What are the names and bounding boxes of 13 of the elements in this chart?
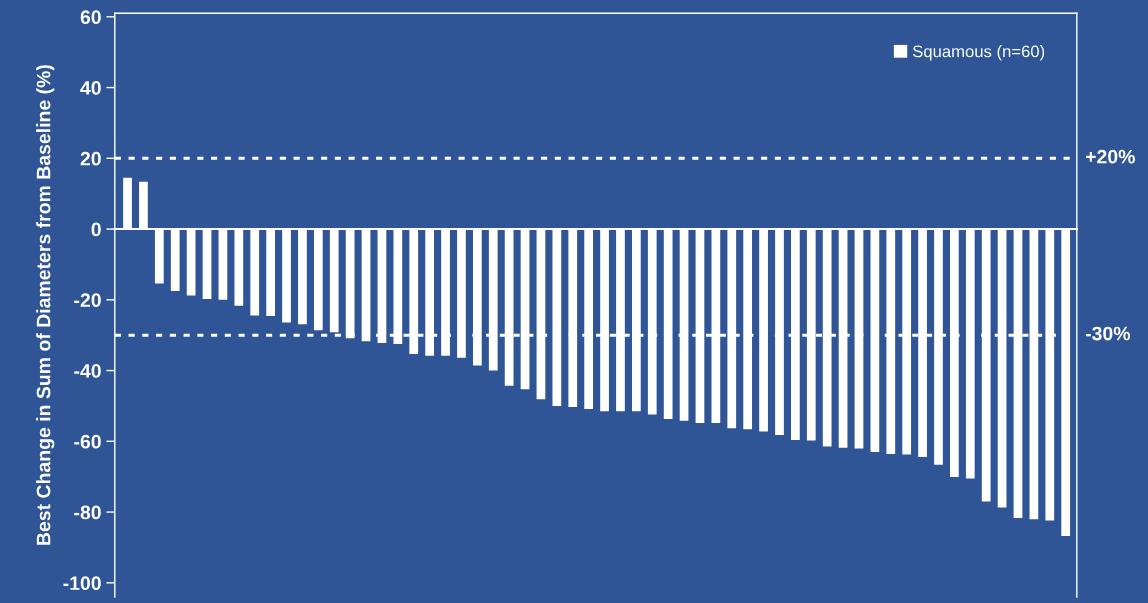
- y-tick-label: -20: [74, 293, 101, 308]
- y-tick-label: -80: [74, 505, 101, 520]
- ref-line-label: -30%: [1085, 326, 1131, 341]
- y-tick-label: -100: [63, 576, 101, 591]
- y-tick-label: -40: [74, 364, 101, 378]
- y-tick-label: -60: [74, 434, 101, 449]
- legend-label: Squamous (n=60): [912, 45, 1045, 61]
- y-tick-label: 40: [80, 81, 101, 95]
- ref-line-label: +20%: [1085, 149, 1135, 164]
- y-tick-label: 60: [80, 10, 101, 25]
- y-tick-label: 0: [91, 222, 101, 237]
- y-tick-label: 20: [80, 151, 101, 166]
- y-axis-title: Best Change in Sum of Diameters from Baseline (%): [36, 65, 55, 545]
